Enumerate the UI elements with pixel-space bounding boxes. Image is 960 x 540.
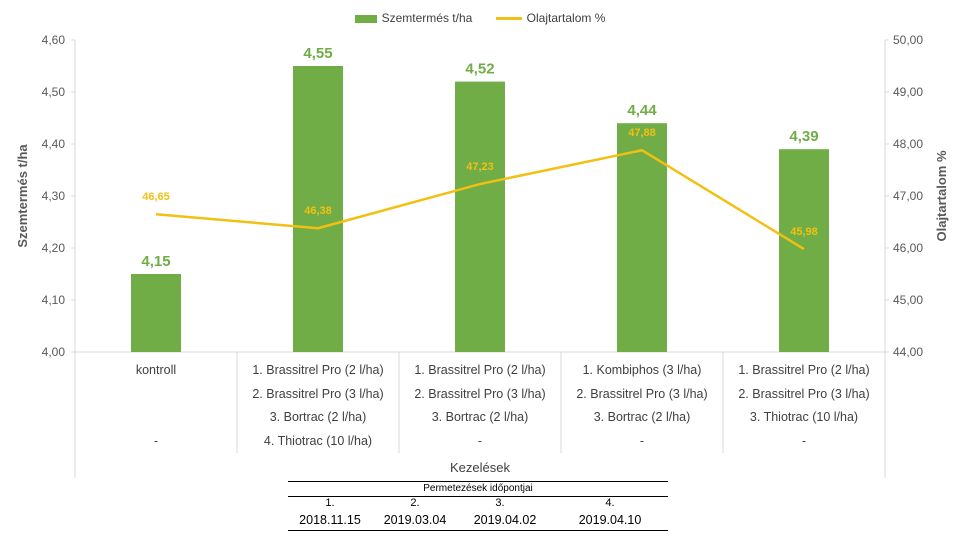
right-axis-tick-label: 49,00 (893, 85, 923, 99)
category-label-4: 1. Kombiphos (3 l/ha) 2. Brassitrel Pro (… (561, 360, 723, 454)
line-label-3: 47,23 (466, 161, 494, 173)
bar-label-3: 4,52 (465, 61, 494, 78)
category-label-line: - (801, 433, 807, 448)
spray-timing-date-1: 2018.11.15 (299, 513, 361, 527)
category-label-line: - (153, 433, 159, 448)
bar-label-2: 4,55 (303, 45, 332, 62)
legend-item-oil: Olajtartalom % (495, 10, 606, 25)
spray-timing-top-rule (288, 481, 668, 482)
spray-timing-bottom-rule (288, 530, 668, 531)
category-label-line: 3. Thiotrac (10 l/ha) (749, 410, 859, 424)
bar-label-4: 4,44 (627, 102, 657, 119)
legend-label-oil: Olajtartalom % (526, 10, 606, 25)
spray-timing-number-3: 3. (495, 497, 505, 509)
category-label-2: 1. Brassitrel Pro (2 l/ha) 2. Brassitrel … (237, 360, 399, 454)
legend: Szemtermés t/ha Olajtartalom % (0, 10, 960, 25)
right-axis-tick-label: 44,00 (893, 345, 923, 359)
spray-timing-number-4: 4. (605, 497, 615, 509)
left-axis-tick-label: 4,00 (42, 345, 66, 359)
spray-timing-header-rule (288, 496, 668, 497)
category-label-line: - (477, 433, 483, 448)
category-label-line: 3. Bortrac (2 l/ha) (431, 410, 529, 424)
spray-timing-number-2: 2. (410, 497, 420, 509)
spray-timing-date-2: 2019.03.04 (383, 513, 447, 527)
legend-swatch-yield (354, 14, 377, 23)
left-axis-tick-label: 4,60 (42, 33, 66, 47)
category-label-line (75, 384, 237, 408)
right-axis-tick-label: 47,00 (893, 189, 923, 203)
right-axis-tick-label: 48,00 (893, 137, 923, 151)
category-label-line: 4. Thiotrac (10 l/ha) (263, 433, 373, 448)
category-label-line (75, 407, 237, 431)
line-label-2: 46,38 (304, 205, 332, 217)
category-label-line: 2. Brassitrel Pro (3 l/ha) (414, 386, 546, 401)
category-label-line: - (639, 433, 645, 448)
category-label-line: 3. Bortrac (2 l/ha) (593, 410, 691, 424)
bar-5 (779, 149, 829, 352)
right-axis-title: Olajtartalom % (934, 150, 949, 241)
legend-label-yield: Szemtermés t/ha (381, 10, 473, 25)
category-label-line: 1. Brassitrel Pro (2 l/ha) (252, 363, 384, 377)
category-label-3: 1. Brassitrel Pro (2 l/ha) 2. Brassitrel … (399, 360, 561, 454)
category-label-line: 2. Brassitrel Pro (3 l/ha) (738, 386, 870, 401)
line-label-4: 47,88 (628, 127, 656, 139)
category-label-line: 1. Kombiphos (3 l/ha) (582, 363, 702, 377)
category-label-line: kontroll (135, 363, 177, 377)
right-axis-tick-label: 46,00 (893, 241, 923, 255)
category-label-line: 2. Brassitrel Pro (3 l/ha) (252, 386, 384, 401)
left-axis-tick-label: 4,20 (42, 241, 66, 255)
x-axis-title: Kezelések (450, 460, 510, 475)
category-label-line: 3. Bortrac (2 l/ha) (269, 410, 367, 424)
spray-timing-date-3: 2019.04.02 (473, 513, 537, 527)
left-axis-tick-label: 4,40 (42, 137, 66, 151)
line-label-5: 45,98 (790, 226, 818, 238)
left-axis-tick-label: 4,50 (42, 85, 66, 99)
left-axis-title: Szemtermés t/ha (15, 144, 30, 248)
spray-timing-title: Permetezések időpontjai (423, 483, 533, 494)
bar-3 (455, 81, 505, 352)
bar-1 (131, 274, 181, 352)
bar-2 (293, 66, 343, 352)
legend-swatch-oil (495, 17, 522, 21)
category-label-1: kontroll - (75, 360, 237, 454)
bar-label-1: 4,15 (141, 253, 170, 270)
bar-4 (617, 123, 667, 352)
bar-label-5: 4,39 (789, 128, 818, 145)
line-label-1: 46,65 (142, 191, 170, 203)
right-axis-tick-label: 50,00 (893, 33, 923, 47)
legend-item-yield: Szemtermés t/ha (354, 10, 473, 25)
left-axis-tick-label: 4,10 (42, 293, 66, 307)
category-label-line: 2. Brassitrel Pro (3 l/ha) (576, 386, 708, 401)
category-label-5: 1. Brassitrel Pro (2 l/ha) 2. Brassitrel … (723, 360, 885, 454)
category-label-line: 1. Brassitrel Pro (2 l/ha) (738, 363, 870, 377)
category-label-line: 1. Brassitrel Pro (2 l/ha) (414, 363, 546, 377)
right-axis-tick-label: 45,00 (893, 293, 923, 307)
left-axis-tick-label: 4,30 (42, 189, 66, 203)
spray-timing-date-4: 2019.04.10 (578, 513, 642, 527)
spray-timing-number-1: 1. (325, 497, 335, 509)
